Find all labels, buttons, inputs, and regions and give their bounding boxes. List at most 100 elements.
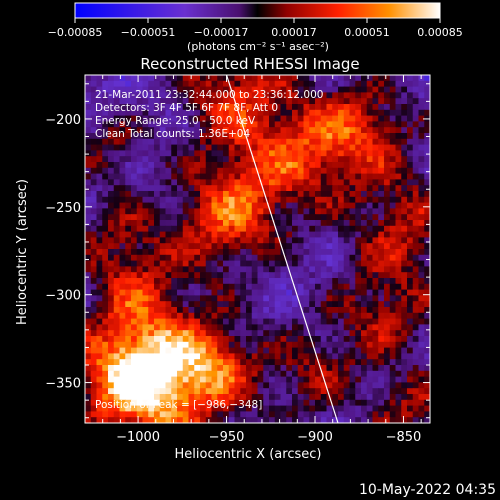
heatmap-cell <box>378 115 385 122</box>
heatmap-cell <box>326 272 333 279</box>
heatmap-cell <box>165 237 172 244</box>
heatmap-cell <box>171 388 178 395</box>
heatmap-cell <box>240 237 247 244</box>
heatmap-cell <box>154 109 161 117</box>
heatmap-cell <box>269 295 276 302</box>
heatmap-cell <box>395 196 402 204</box>
heatmap-cell <box>205 86 213 93</box>
heatmap-cell <box>309 202 316 209</box>
heatmap-cell <box>286 278 293 285</box>
heatmap-cell <box>297 312 305 320</box>
heatmap-cell <box>165 417 172 423</box>
heatmap-cell <box>96 353 103 360</box>
heatmap-cell <box>182 214 190 221</box>
heatmap-cell <box>257 138 264 146</box>
heatmap-cell <box>211 196 218 204</box>
heatmap-cell <box>269 220 276 227</box>
heatmap-cell <box>240 156 247 163</box>
heatmap-cell <box>338 283 345 291</box>
heatmap-cell <box>228 249 236 256</box>
heatmap-cell <box>366 86 374 93</box>
heatmap-cell <box>217 341 224 349</box>
heatmap-cell <box>355 86 362 93</box>
heatmap-cell <box>102 318 109 325</box>
heatmap-cell <box>407 196 414 204</box>
heatmap-cell <box>234 138 241 146</box>
heatmap-cell <box>131 365 138 372</box>
heatmap-cell <box>194 144 201 151</box>
heatmap-cell <box>246 115 253 122</box>
heatmap-cell <box>269 231 276 238</box>
heatmap-cell <box>177 109 184 117</box>
heatmap-cell <box>372 237 379 244</box>
heatmap-cell <box>119 150 126 157</box>
heatmap-cell <box>309 411 316 418</box>
heatmap-cell <box>136 324 144 331</box>
heatmap-cell <box>234 185 241 192</box>
heatmap-cell <box>194 417 201 423</box>
heatmap-cell <box>200 272 207 279</box>
heatmap-cell <box>395 312 402 320</box>
heatmap-cell <box>102 353 109 360</box>
heatmap-cell <box>263 98 270 105</box>
heatmap-cell <box>223 283 230 291</box>
heatmap-cell <box>263 260 270 267</box>
heatmap-cell <box>102 341 109 349</box>
heatmap-cell <box>148 109 155 117</box>
heatmap-cell <box>326 353 333 360</box>
heatmap-cell <box>240 133 247 140</box>
heatmap-cell <box>412 312 420 320</box>
heatmap-cell <box>125 150 132 157</box>
heatmap-cell <box>108 417 115 423</box>
heatmap-cell <box>309 92 316 99</box>
heatmap-cell <box>148 133 155 140</box>
heatmap-cell <box>292 150 299 157</box>
heatmap-cell <box>223 150 230 157</box>
heatmap-cell <box>159 266 167 273</box>
heatmap-cell <box>240 150 247 157</box>
heatmap-cell <box>102 417 109 423</box>
heatmap-cell <box>286 202 293 209</box>
heatmap-cell <box>125 266 132 273</box>
heatmap-cell <box>412 86 420 93</box>
heatmap-cell <box>205 150 213 157</box>
heatmap-cell <box>280 254 287 262</box>
heatmap-cell <box>309 359 316 366</box>
heatmap-cell <box>366 115 374 122</box>
heatmap-cell <box>269 109 276 117</box>
heatmap-cell <box>280 417 287 423</box>
heatmap-cell <box>246 150 253 157</box>
heatmap-cell <box>343 75 351 82</box>
heatmap-cell <box>148 127 155 134</box>
colorbar-tick-label: −0.00085 <box>48 26 103 39</box>
heatmap-cell <box>136 115 144 122</box>
heatmap-cell <box>372 272 379 279</box>
heatmap-cell <box>412 144 420 151</box>
heatmap-cell <box>85 249 92 256</box>
heatmap-cell <box>108 138 115 146</box>
heatmap-cell <box>384 266 391 273</box>
heatmap-cell <box>154 80 161 88</box>
heatmap-cell <box>326 307 333 314</box>
heatmap-cell <box>326 231 333 238</box>
heatmap-cell <box>200 98 207 105</box>
heatmap-cell <box>407 324 414 331</box>
heatmap-cell <box>246 80 253 88</box>
heatmap-cell <box>274 156 282 163</box>
heatmap-cell <box>315 272 322 279</box>
heatmap-cell <box>200 301 207 308</box>
heatmap-cell <box>228 214 236 221</box>
heatmap-cell <box>136 312 144 320</box>
heatmap-cell <box>125 347 132 354</box>
heatmap-cell <box>234 179 241 186</box>
heatmap-cell <box>125 336 132 343</box>
heatmap-cell <box>159 272 167 279</box>
heatmap-cell <box>90 185 98 192</box>
heatmap-cell <box>246 266 253 273</box>
heatmap-cell <box>251 330 259 337</box>
heatmap-cell <box>205 336 213 343</box>
heatmap-cell <box>366 121 374 128</box>
heatmap-cell <box>332 307 339 314</box>
heatmap-cell <box>395 359 402 366</box>
heatmap-cell <box>142 138 149 146</box>
